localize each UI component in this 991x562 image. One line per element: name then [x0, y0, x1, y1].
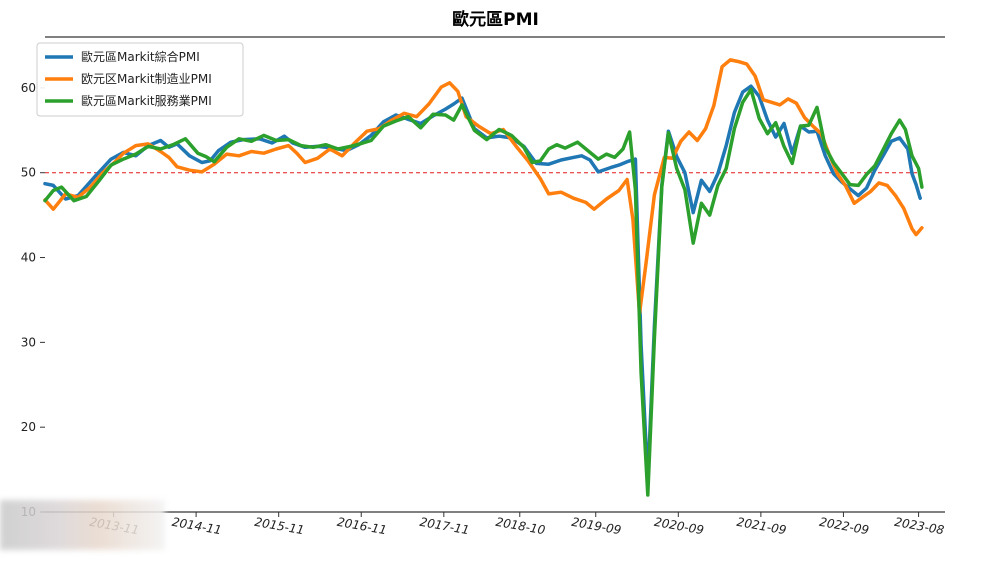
series-layer: [43, 58, 924, 497]
legend-entry-label: 歐元區Markit服務業PMI: [81, 93, 212, 108]
chart-title: 歐元區PMI: [452, 10, 539, 30]
series-line-3: [43, 87, 924, 497]
y-tick-label: 60: [21, 81, 36, 95]
legend-entry-label: 歐元區Markit綜合PMI: [81, 49, 200, 64]
x-tick-label: 2018-10: [495, 515, 547, 538]
x-tick-label: 2021-09: [736, 515, 788, 537]
x-tick-label: 2015-11: [253, 515, 305, 537]
series-line-2: [43, 58, 924, 316]
x-tick-label: 2020-09: [653, 515, 705, 537]
legend-box: [36, 42, 244, 117]
blurred-watermark: [0, 500, 165, 550]
y-tick-label: 20: [21, 420, 36, 434]
x-tick-label: 2014-11: [171, 515, 223, 537]
y-tick-label: 30: [21, 335, 36, 349]
legend-entry-label: 欧元区Markit制造业PMI: [81, 72, 212, 86]
x-tick-label: 2023-08: [893, 515, 945, 538]
legend: 歐元區Markit綜合PMI 欧元区Markit制造业PMI 歐元區Markit服務…: [36, 42, 244, 117]
y-tick-label: 50: [21, 166, 36, 180]
x-tick-label: 2017-11: [419, 515, 471, 537]
x-tick-label: 2016-11: [336, 515, 388, 537]
x-tick-label: 2022-09: [818, 515, 870, 537]
x-tick-label: 2019-09: [571, 515, 623, 537]
series-line-1: [43, 84, 922, 484]
y-tick-label: 40: [21, 251, 36, 265]
